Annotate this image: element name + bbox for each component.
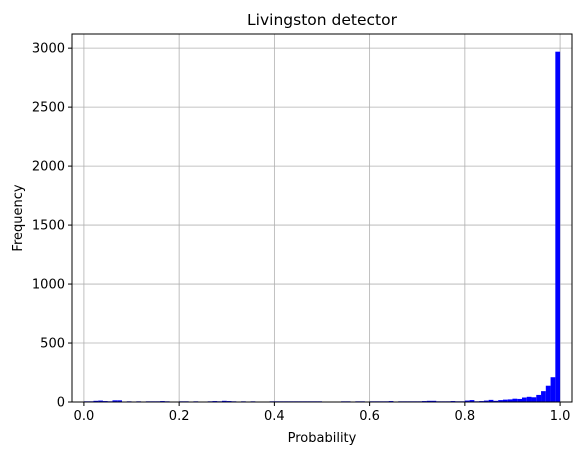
x-tick-label: 0.8 (455, 409, 476, 424)
histogram-bar (531, 397, 537, 402)
histogram-bar (493, 400, 499, 402)
chart-title: Livingston detector (247, 11, 398, 29)
histogram-bar (488, 399, 494, 402)
histogram-bar (464, 400, 470, 402)
histogram-bar (117, 400, 122, 402)
y-tick-label: 2500 (32, 101, 65, 116)
histogram-bar (112, 400, 118, 402)
histogram-bar (498, 400, 503, 402)
x-axis-label: Probability (288, 431, 357, 446)
histogram-bar (426, 400, 432, 402)
histogram-bar (483, 400, 489, 402)
y-tick-label: 500 (40, 337, 65, 352)
plot-area-frame (71, 33, 573, 403)
x-tick-label: 0.2 (169, 409, 190, 424)
y-tick-label: 1500 (32, 219, 65, 234)
x-tick-label: 0.6 (359, 409, 380, 424)
histogram-bar (93, 400, 99, 402)
histogram-bar (512, 398, 518, 402)
histogram-bar (507, 399, 513, 402)
histogram-bar (517, 398, 522, 402)
histogram-bar (502, 399, 508, 402)
histogram-bar (522, 397, 527, 402)
histogram-bar (431, 400, 437, 402)
histogram-bar (98, 400, 103, 402)
histogram-bar (469, 400, 475, 402)
histogram-bar (536, 394, 542, 402)
x-tick-label: 0.4 (264, 409, 285, 424)
y-axis-ticks: 0 500 1000 1500 2000 2500 3000 (32, 42, 72, 411)
histogram-bar (526, 396, 532, 402)
x-tick-label: 0.0 (74, 409, 95, 424)
x-axis-ticks: 0.0 0.2 0.4 0.6 0.8 1.0 (74, 402, 571, 424)
histogram-bar (555, 51, 561, 402)
histogram-bar (545, 385, 551, 402)
y-tick-label: 3000 (32, 42, 65, 57)
histogram-bar (541, 391, 546, 402)
y-tick-label: 0 (57, 396, 65, 411)
histogram-bar (222, 400, 227, 402)
y-tick-label: 2000 (32, 160, 65, 175)
histogram-bar (550, 377, 556, 402)
y-tick-label: 1000 (32, 278, 65, 293)
y-axis-label: Frequency (11, 184, 26, 251)
x-tick-label: 1.0 (550, 409, 571, 424)
